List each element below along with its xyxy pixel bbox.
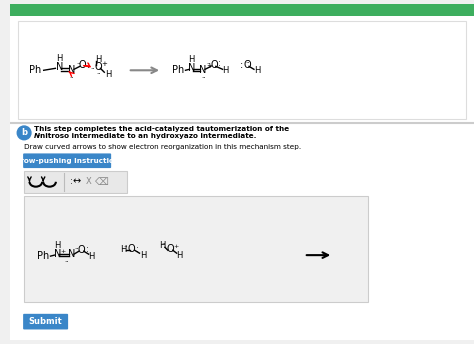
- Text: Submit: Submit: [29, 317, 63, 326]
- FancyArrowPatch shape: [83, 63, 90, 67]
- Text: H: H: [95, 55, 101, 64]
- Text: H: H: [188, 55, 194, 64]
- Text: ..: ..: [124, 243, 128, 248]
- Text: ..: ..: [64, 257, 68, 263]
- Text: N: N: [34, 133, 40, 139]
- Text: N: N: [54, 249, 61, 259]
- Text: ..: ..: [69, 73, 73, 79]
- Text: Ph: Ph: [37, 251, 49, 261]
- Text: ..: ..: [91, 64, 95, 71]
- Text: ..: ..: [201, 73, 205, 79]
- Text: :: :: [70, 177, 73, 186]
- Text: Ph: Ph: [172, 65, 184, 75]
- Text: ..: ..: [245, 57, 249, 64]
- Text: H: H: [120, 245, 126, 254]
- Text: X: X: [86, 177, 91, 186]
- Text: ..: ..: [162, 239, 166, 245]
- Text: +: +: [61, 249, 66, 254]
- Circle shape: [17, 126, 31, 140]
- Text: N: N: [68, 249, 76, 259]
- Text: H: H: [222, 66, 229, 75]
- Text: O: O: [166, 244, 173, 254]
- Text: H: H: [176, 251, 183, 260]
- Text: -nitroso intermediate to an hydroxyazo intermediate.: -nitroso intermediate to an hydroxyazo i…: [37, 133, 256, 139]
- Text: N: N: [188, 63, 195, 73]
- Text: ..: ..: [77, 60, 81, 65]
- Text: ⌫: ⌫: [94, 177, 108, 187]
- Text: ↔: ↔: [73, 177, 81, 187]
- Text: N: N: [68, 65, 76, 75]
- Text: :: :: [136, 245, 139, 254]
- Text: :: :: [87, 61, 90, 71]
- Text: :: :: [219, 59, 221, 68]
- Text: ..: ..: [96, 69, 100, 75]
- Text: H: H: [105, 70, 111, 79]
- Text: +: +: [173, 244, 178, 249]
- Text: +: +: [206, 63, 212, 69]
- Text: H: H: [56, 54, 63, 63]
- Text: H: H: [159, 241, 165, 250]
- Text: H: H: [254, 66, 260, 75]
- Text: This step completes the acid-catalyzed tautomerization of the: This step completes the acid-catalyzed t…: [34, 126, 292, 132]
- Text: :: :: [239, 61, 243, 71]
- FancyBboxPatch shape: [24, 196, 368, 302]
- FancyBboxPatch shape: [24, 171, 127, 193]
- FancyBboxPatch shape: [23, 153, 111, 168]
- Text: :: :: [86, 245, 89, 254]
- Text: ..: ..: [207, 60, 211, 65]
- Text: H: H: [140, 251, 146, 260]
- FancyBboxPatch shape: [23, 314, 68, 330]
- Text: O: O: [79, 61, 87, 71]
- Text: O: O: [95, 62, 102, 72]
- Text: ..: ..: [75, 244, 79, 250]
- Text: O: O: [78, 245, 86, 255]
- Text: Ph: Ph: [29, 65, 42, 75]
- FancyBboxPatch shape: [18, 21, 466, 119]
- Text: O: O: [243, 61, 251, 71]
- Text: +: +: [101, 62, 107, 67]
- Text: N: N: [200, 65, 207, 75]
- Text: Draw curved arrows to show electron reorganization in this mechanism step.: Draw curved arrows to show electron reor…: [24, 143, 301, 150]
- FancyArrowPatch shape: [69, 72, 74, 76]
- Text: O: O: [128, 244, 136, 254]
- Text: H: H: [88, 251, 95, 261]
- FancyBboxPatch shape: [10, 4, 474, 340]
- FancyBboxPatch shape: [10, 4, 474, 15]
- Text: O: O: [210, 61, 218, 71]
- Text: b: b: [21, 128, 27, 137]
- Text: H: H: [54, 241, 61, 250]
- Text: N: N: [55, 62, 63, 72]
- Text: Arrow-pushing Instructions: Arrow-pushing Instructions: [11, 158, 123, 164]
